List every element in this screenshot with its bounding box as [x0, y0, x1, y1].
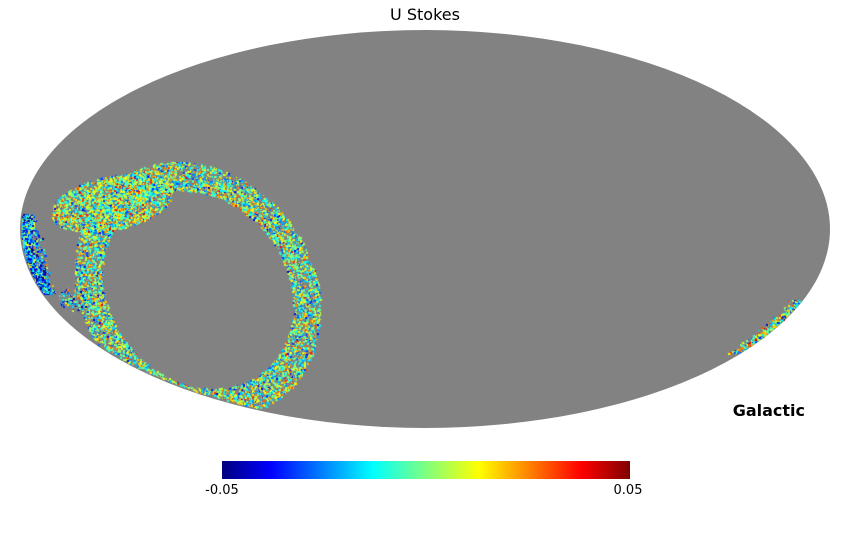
colorbar: [222, 461, 630, 479]
colorbar-max-label: 0.05: [593, 483, 663, 498]
coordinate-system-label: Galactic: [733, 401, 805, 420]
mollweide-figure: U Stokes Galactic -0.05 0.05: [0, 0, 850, 540]
colorbar-min-label: -0.05: [187, 483, 257, 498]
sky-map-data-layer: [0, 0, 850, 540]
